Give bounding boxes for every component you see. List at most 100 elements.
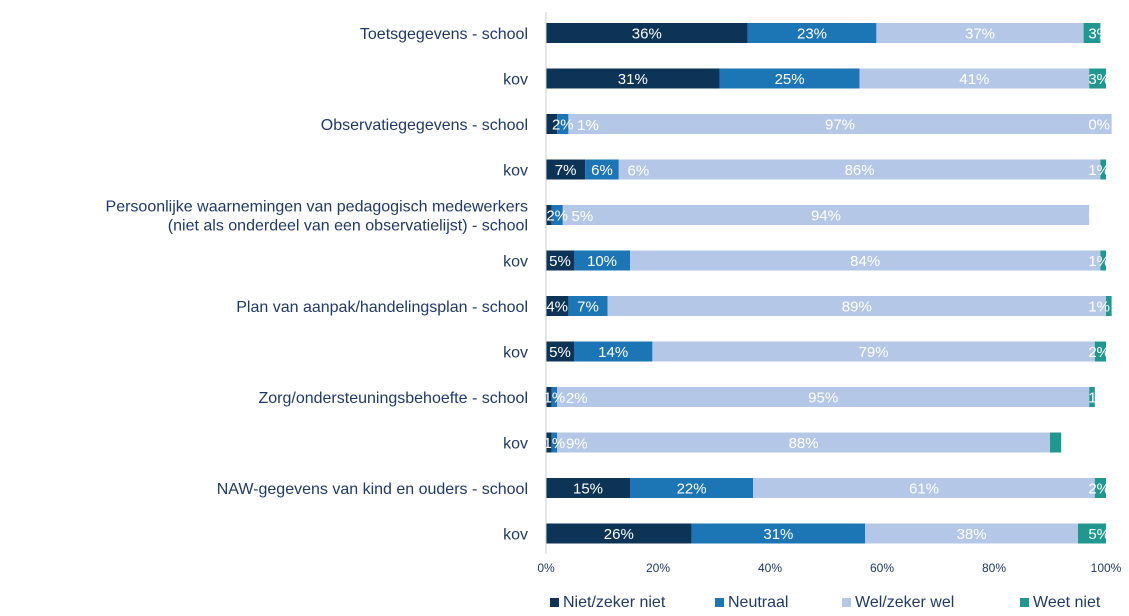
category-label: kov (503, 163, 528, 180)
bar-segment (546, 296, 569, 316)
bar-segment (865, 523, 1078, 544)
bar-segment (1089, 68, 1106, 89)
bar-value-label: 26% (604, 526, 634, 543)
bar-segment (1089, 387, 1095, 407)
bar-value-labels: 36% 23% 37% 3%31% 25% 41% 3%2% 97% 0%7% 6% 86% 1%2%… (544, 26, 1110, 544)
category-label: kov (503, 345, 528, 362)
bar-segment (562, 205, 1090, 225)
bar-value-label: 2% (1088, 481, 1110, 498)
bar-value-label: 61% (909, 481, 939, 498)
bar-segment (551, 205, 563, 225)
legend: Niet/zeker niet Neutraal Wel/zeker wel Weet… (550, 594, 1101, 611)
bar-value-label: 7% (555, 162, 577, 179)
bar-value-label: 84% (850, 253, 880, 270)
bar-segment (551, 387, 558, 407)
bar-segment (1078, 523, 1106, 544)
bar-value-label: 25% (775, 71, 805, 88)
bar-value-label: 94% (811, 208, 841, 225)
bar-value-label: 5% (1088, 526, 1110, 543)
bars (546, 23, 1112, 544)
bar-value-label: 1% (1088, 253, 1110, 270)
bar-value-label: 1% (1088, 299, 1110, 316)
bar-value-label: 38% (957, 526, 987, 543)
bar-value-label: 10% (587, 253, 617, 270)
legend-label: Wel/zeker wel (855, 594, 954, 611)
bar-segment (876, 23, 1084, 43)
x-tick-label: 60% (870, 561, 894, 575)
bar-value-label: 1% (1088, 162, 1110, 179)
bar-segment (1100, 159, 1106, 180)
category-label: NAW-gegevens van kind en ouders - school (217, 481, 528, 498)
bar-segment (546, 23, 748, 43)
bar-value-label: 0% (1088, 117, 1110, 134)
category-label: kov (503, 254, 528, 271)
bar-value-label: 23% (797, 26, 827, 43)
bar-value-label: 5% (572, 208, 594, 225)
bar-value-label: 15% (573, 481, 603, 498)
bar-value-label: 97% (825, 117, 855, 134)
bar-segment (753, 478, 1095, 498)
legend-swatch (1020, 598, 1029, 607)
bar-value-label: 88% (789, 435, 819, 452)
category-label: Persoonlijke waarnemingen van pedagogisc… (106, 199, 528, 216)
x-tick-label: 100% (1091, 561, 1122, 575)
bar-segment (546, 432, 552, 453)
x-tick-label: 80% (982, 561, 1006, 575)
bar-value-label: 3% (1088, 71, 1110, 88)
bar-value-label: 1% (544, 390, 566, 407)
category-label: Zorg/ondersteuningsbehoefte - school (258, 390, 528, 407)
bar-segment (551, 432, 558, 453)
bar-value-label: 2% (552, 117, 574, 134)
bar-segment (719, 68, 860, 89)
bar-segment (546, 387, 552, 407)
category-label: Toetsgegevens - school (360, 26, 528, 43)
bar-value-label: 2% (546, 208, 568, 225)
bar-segment (747, 23, 877, 43)
x-tick-label: 20% (646, 561, 670, 575)
bar-segment (630, 478, 754, 498)
bar-value-label: 79% (859, 344, 889, 361)
category-label: kov (503, 436, 528, 453)
category-label: kov (503, 527, 528, 544)
bar-segment (546, 68, 720, 89)
category-label: Observatiegegevens - school (321, 117, 528, 134)
category-label: (niet als onderdeel van een observatieli… (168, 218, 528, 235)
bar-value-label: 86% (845, 162, 875, 179)
bar-value-label: 36% (632, 26, 662, 43)
bar-segment (557, 387, 1090, 407)
bar-segment (546, 114, 558, 134)
legend-swatch (842, 598, 851, 607)
bar-segment (557, 432, 1050, 453)
bar-value-label: 0% (1088, 208, 1110, 225)
x-tick-label: 0% (537, 561, 555, 575)
bar-segment (607, 296, 1106, 316)
bar-value-label: 14% (598, 344, 628, 361)
legend-swatch (715, 598, 724, 607)
bar-segment (557, 114, 569, 134)
bar-segment (568, 114, 1112, 134)
bar-value-label: 2% (566, 390, 588, 407)
legend-label: Niet/zeker niet (563, 594, 666, 611)
bar-value-label: 41% (959, 71, 989, 88)
category-label: Plan van aanpak/handelingsplan - school (236, 299, 528, 316)
x-tick-label: 40% (758, 561, 782, 575)
bar-segment (574, 250, 630, 271)
bar-value-label: 3% (1088, 26, 1110, 43)
bar-segment (859, 68, 1090, 89)
bar-segment (574, 341, 653, 362)
bar-value-label: 4% (546, 299, 568, 316)
bar-segment (585, 159, 619, 180)
bar-value-label: 2% (1088, 435, 1110, 452)
bar-value-label: 7% (577, 299, 599, 316)
bar-value-label: 6% (591, 162, 613, 179)
bar-value-label: 9% (566, 436, 588, 453)
bar-value-label: 22% (677, 481, 707, 498)
bar-segment (1050, 432, 1062, 453)
bar-value-label: 89% (842, 299, 872, 316)
category-label: kov (503, 72, 528, 89)
bar-segment (546, 523, 692, 544)
bar-segment (1094, 341, 1106, 362)
bar-value-label: 31% (618, 71, 648, 88)
bar-value-label: 2% (1088, 344, 1110, 361)
